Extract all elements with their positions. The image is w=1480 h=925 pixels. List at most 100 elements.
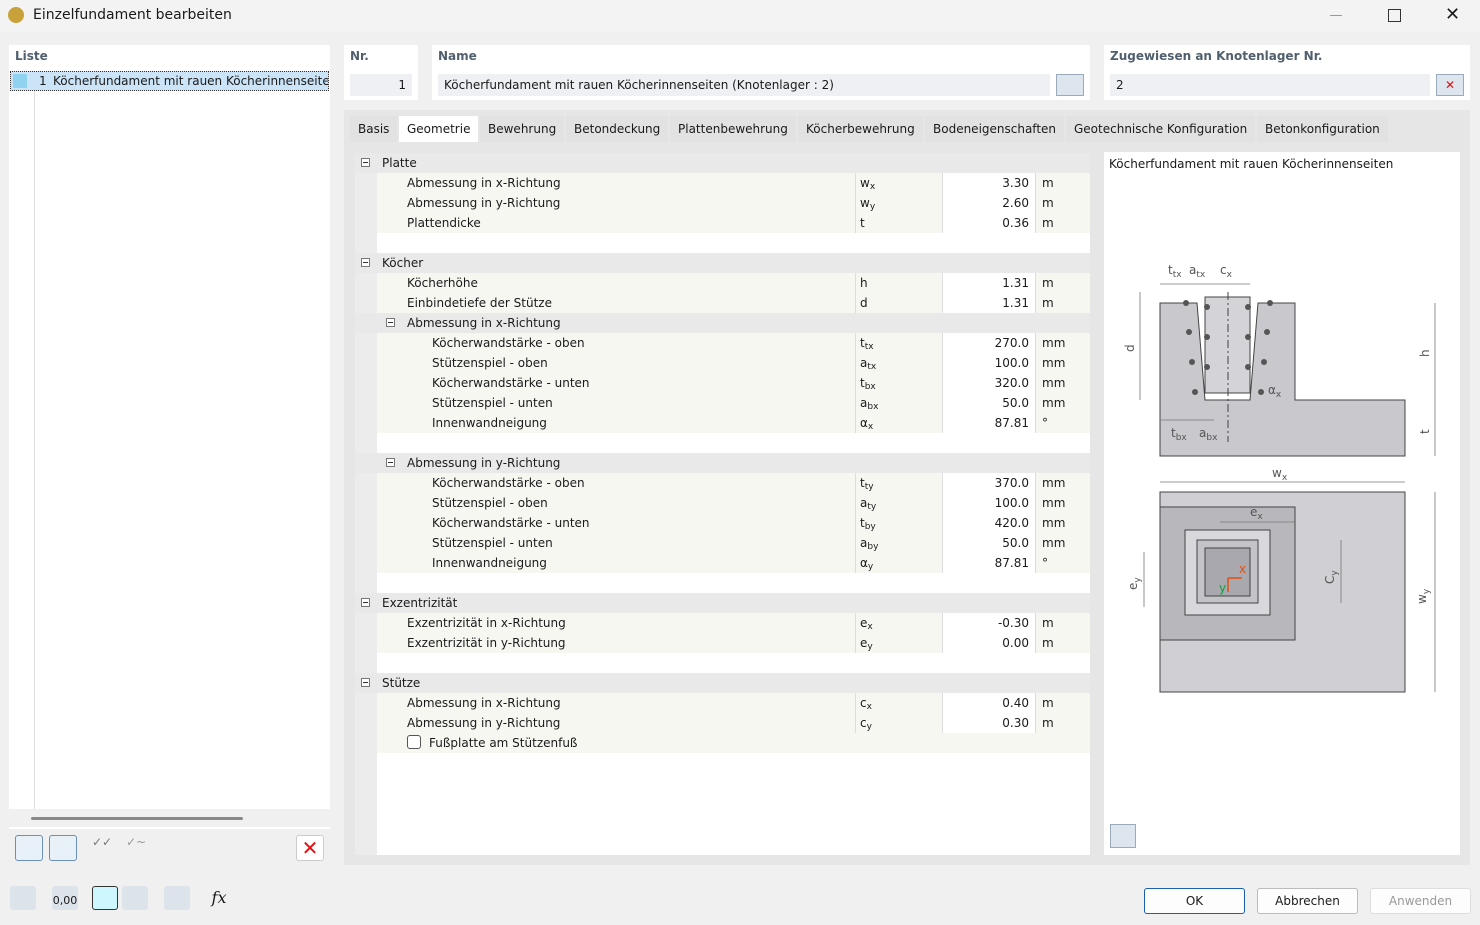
view-button[interactable] [164,886,190,910]
property-value[interactable]: 0.40 [942,693,1036,713]
property-value[interactable]: 87.81 [942,553,1036,573]
property-value[interactable]: 0.36 [942,213,1036,233]
property-label: Stützenspiel - unten [432,536,553,550]
text-button[interactable] [122,886,148,910]
item-label: Köcherfundament mit rauen Köcherinnensei… [53,74,329,88]
property-label: Stützenspiel - unten [432,396,553,410]
svg-text:abx: abx [1199,426,1218,443]
symbol-main: t [860,476,865,490]
minimize[interactable] [1330,15,1342,16]
property-unit: m [1042,616,1054,630]
group-title: Exzentrizität [382,596,458,610]
assigned-field[interactable]: 2 [1110,74,1430,96]
property-value[interactable]: 2.60 [942,193,1036,213]
help-button[interactable] [10,886,36,910]
property-value[interactable]: 370.0 [942,473,1036,493]
scrollbar[interactable] [9,809,330,827]
property-row: Köcherhöhe h 1.31 m [377,273,1090,293]
nr-field[interactable]: 1 [350,74,412,96]
property-value[interactable]: 1.31 [942,293,1036,313]
symbol-main: α [860,416,868,430]
property-label: Köcherwandstärke - oben [432,476,585,490]
symbol-sub: tx [867,362,877,372]
ok-button[interactable]: OK [1144,888,1245,914]
collapse-toggle[interactable] [361,598,370,607]
property-value[interactable]: 0.30 [942,713,1036,733]
property-symbol: aty [855,493,942,513]
label-main: c [1220,263,1227,277]
pick-node-button[interactable]: ✕ [1436,74,1464,96]
tab[interactable]: Basis [350,116,398,142]
property-value[interactable]: 100.0 [942,353,1036,373]
property-value[interactable]: 1.31 [942,273,1036,293]
property-value[interactable]: 270.0 [942,333,1036,353]
tab[interactable]: Plattenbewehrung [670,116,796,142]
collapse-toggle[interactable] [386,318,395,327]
property-value[interactable]: 0.00 [942,633,1036,653]
property-row: Exzentrizität in x-Richtung ex -0.30 m [377,613,1090,633]
view-button[interactable] [1110,824,1136,848]
label-main: α [1268,383,1276,397]
color-button[interactable] [92,886,118,910]
edit-name-button[interactable] [1056,74,1084,96]
svg-text:ttx: ttx [1168,263,1182,280]
checkbox[interactable] [407,735,421,749]
property-symbol: d [855,293,942,313]
property-unit: m [1042,176,1054,190]
tab[interactable]: Bodeneigenschaften [925,116,1065,142]
property-symbol: cx [855,693,942,713]
label-sub: tx [1196,270,1206,280]
property-label: Plattendicke [407,216,481,230]
formula-button[interactable]: fx [211,888,227,907]
label-main: a [1199,426,1206,440]
assigned-panel: Zugewiesen an Knotenlager Nr. 2 ✕ [1104,45,1470,100]
group-title: Köcher [382,256,424,270]
symbol-main: w [860,176,870,190]
apply-button[interactable]: Anwenden [1370,888,1471,914]
property-value[interactable]: 320.0 [942,373,1036,393]
check-button[interactable]: ✓✓ [91,835,113,849]
tab[interactable]: Geometrie [399,116,479,142]
uncheck-button[interactable]: ✓~ [125,835,147,849]
tab[interactable]: Betondeckung [566,116,669,142]
tab[interactable]: Geotechnische Konfiguration [1066,116,1256,142]
name-field[interactable]: Köcherfundament mit rauen Köcherinnensei… [438,74,1050,96]
collapse-toggle[interactable] [361,678,370,687]
maximize[interactable] [1388,9,1401,22]
property-symbol: tty [855,473,942,493]
tab[interactable]: Bewehrung [480,116,565,142]
number-format-button[interactable]: 0,00 [52,886,78,910]
property-value[interactable]: -0.30 [942,613,1036,633]
tab[interactable]: Betonkonfiguration [1257,116,1388,142]
group-title: Platte [382,156,417,170]
symbol-main: h [860,276,868,290]
symbol-main: w [860,196,870,210]
copy-button[interactable] [49,835,77,861]
property-value[interactable]: 50.0 [942,393,1036,413]
delete-button[interactable]: ✕ [296,835,324,861]
property-value[interactable]: 3.30 [942,173,1036,193]
label-main: t [1171,426,1176,440]
property-value[interactable]: 420.0 [942,513,1036,533]
dimension-lines [1139,283,1436,692]
property-value[interactable]: 87.81 [942,413,1036,433]
property-unit: mm [1042,396,1066,410]
list-item[interactable]: 1 Köcherfundament mit rauen Köcherinnens… [10,71,329,91]
collapse-toggle[interactable] [361,158,370,167]
collapse-toggle[interactable] [361,258,370,267]
property-row: Einbindetiefe der Stütze d 1.31 m [377,293,1090,313]
property-value[interactable]: 50.0 [942,533,1036,553]
close[interactable]: ✕ [1445,4,1461,25]
name-panel: Name Köcherfundament mit rauen Köcherinn… [432,45,1090,100]
symbol-sub: y [869,202,876,212]
label-sub: x [1257,512,1263,522]
property-symbol: ex [855,613,942,633]
svg-text:wy: wy [1415,588,1432,604]
new-button[interactable] [15,835,43,861]
property-row: Stützenspiel - oben atx 100.0 mm [377,353,1090,373]
tab[interactable]: Köcherbewehrung [798,116,923,142]
cancel-button[interactable]: Abbrechen [1257,888,1358,914]
collapse-toggle[interactable] [386,458,395,467]
property-value[interactable]: 100.0 [942,493,1036,513]
label-main: e [1126,583,1140,590]
